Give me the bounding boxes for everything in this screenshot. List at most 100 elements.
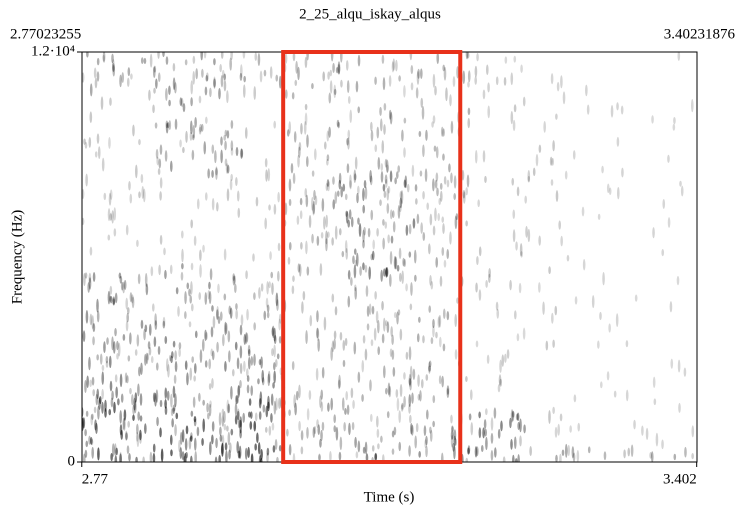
texture-streak	[235, 146, 239, 157]
texture-streak	[408, 394, 412, 407]
texture-streak	[456, 297, 459, 304]
texture-streak	[237, 207, 241, 219]
texture-streak	[391, 334, 394, 346]
texture-streak	[556, 81, 560, 92]
texture-streak	[112, 65, 116, 77]
texture-streak	[602, 272, 605, 286]
texture-streak	[442, 223, 445, 234]
texture-streak	[510, 110, 514, 125]
texture-streak	[174, 360, 178, 373]
texture-streak	[165, 120, 169, 129]
texture-streak	[86, 375, 89, 388]
texture-streak	[434, 207, 437, 222]
texture-streak	[511, 410, 515, 418]
texture-streak	[186, 372, 189, 386]
texture-streak	[155, 362, 159, 371]
texture-streak	[309, 314, 313, 327]
texture-streak	[134, 392, 138, 403]
texture-streak	[331, 293, 335, 303]
texture-streak	[516, 186, 520, 197]
texture-streak	[96, 310, 100, 323]
texture-streak	[110, 397, 114, 408]
texture-streak	[403, 85, 406, 98]
texture-streak	[112, 296, 116, 305]
texture-streak	[203, 52, 207, 59]
texture-streak	[219, 311, 223, 321]
texture-streak	[97, 146, 101, 159]
texture-streak	[103, 341, 106, 354]
texture-streak	[354, 259, 358, 267]
texture-streak	[178, 348, 181, 357]
texture-streak	[222, 334, 225, 347]
texture-streak	[373, 327, 377, 341]
texture-streak	[138, 139, 141, 146]
texture-streak	[446, 179, 450, 188]
texture-streak	[223, 248, 227, 261]
texture-streak	[295, 60, 298, 74]
texture-streak	[89, 111, 93, 124]
texture-streak	[383, 365, 386, 379]
texture-streak	[271, 282, 274, 295]
texture-streak	[429, 429, 433, 442]
highlight-box	[281, 50, 463, 464]
texture-streak	[202, 418, 206, 433]
texture-streak	[329, 69, 333, 77]
texture-streak	[374, 76, 377, 85]
top-right-time: 3.40231876	[664, 26, 736, 42]
texture-streak	[661, 439, 664, 450]
texture-streak	[661, 249, 665, 257]
texture-streak	[386, 411, 390, 419]
texture-streak	[204, 292, 208, 305]
texture-streak	[519, 418, 522, 433]
texture-streak	[555, 190, 559, 202]
texture-streak	[617, 186, 620, 200]
texture-streak	[397, 309, 401, 316]
texture-streak	[153, 87, 156, 94]
texture-streak	[199, 349, 203, 363]
texture-streak	[352, 399, 355, 409]
texture-streak	[221, 434, 225, 447]
texture-streak	[486, 354, 490, 365]
texture-streak	[243, 333, 247, 345]
texture-streak	[93, 406, 97, 414]
texture-streak	[327, 402, 330, 412]
texture-streak	[214, 456, 218, 462]
texture-streak	[275, 292, 279, 307]
texture-streak	[244, 447, 248, 460]
texture-streak	[485, 280, 488, 288]
texture-streak	[550, 73, 554, 85]
texture-streak	[109, 295, 113, 304]
texture-streak	[325, 214, 329, 228]
texture-streak	[154, 392, 157, 407]
texture-streak	[344, 193, 348, 201]
texture-streak	[490, 450, 494, 462]
texture-streak	[236, 395, 239, 404]
texture-streak	[166, 122, 170, 129]
texture-streak	[200, 123, 204, 132]
texture-streak	[230, 173, 233, 182]
texture-streak	[174, 350, 177, 361]
texture-streak	[366, 305, 370, 317]
texture-streak	[246, 375, 250, 382]
texture-streak	[216, 341, 219, 353]
texture-streak	[391, 448, 395, 455]
texture-streak	[334, 225, 338, 240]
texture-streak	[432, 395, 436, 404]
texture-streak	[432, 318, 435, 329]
texture-streak	[168, 85, 171, 95]
texture-streak	[224, 442, 228, 451]
texture-streak	[140, 319, 144, 329]
texture-streak	[137, 411, 140, 421]
texture-streak	[95, 393, 99, 406]
texture-streak	[189, 367, 193, 381]
texture-streak	[257, 53, 261, 66]
texture-streak	[487, 82, 490, 93]
texture-streak	[438, 314, 442, 328]
texture-streak	[212, 315, 216, 329]
texture-streak	[320, 389, 324, 400]
texture-streak	[478, 246, 482, 257]
texture-streak	[417, 393, 421, 401]
texture-streak	[263, 69, 267, 77]
texture-streak	[450, 120, 454, 134]
texture-streak	[413, 249, 417, 264]
